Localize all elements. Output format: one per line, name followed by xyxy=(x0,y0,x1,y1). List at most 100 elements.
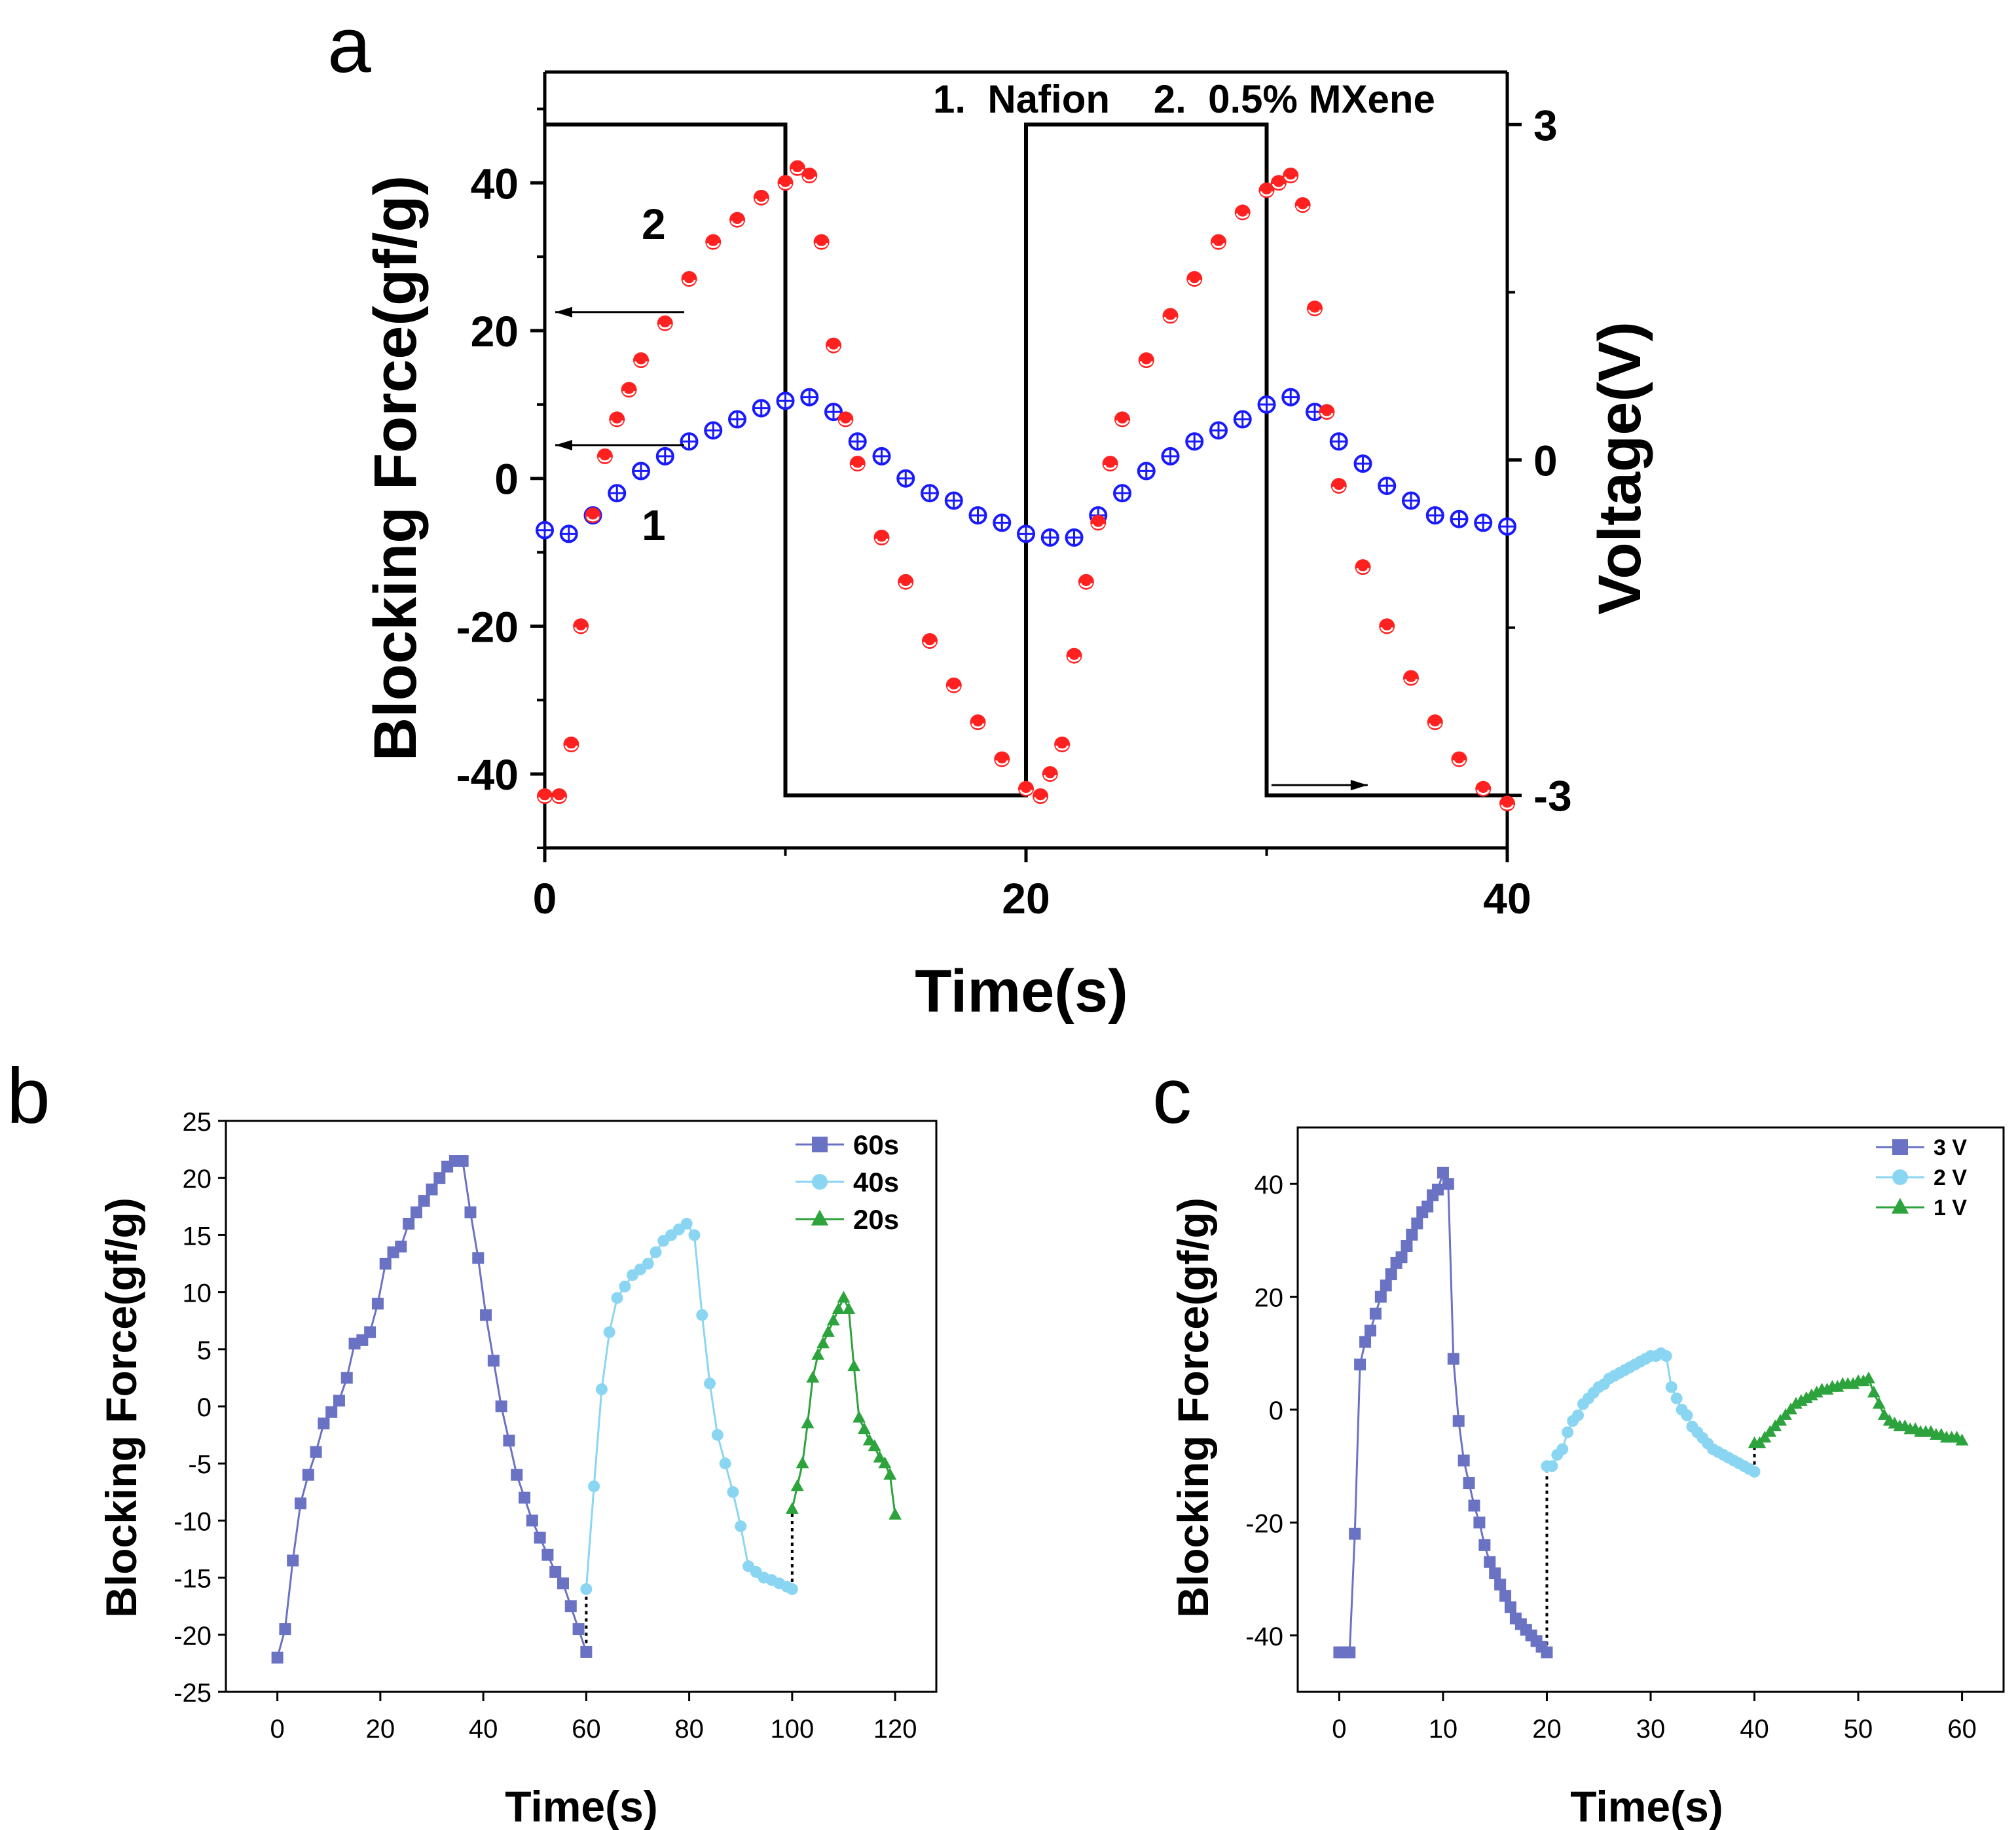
a-point xyxy=(559,524,578,543)
a-point-cross xyxy=(1330,433,1347,450)
a-ytick-label: 20 xyxy=(471,307,519,356)
a-point-cross xyxy=(1138,463,1154,479)
c-point xyxy=(1421,1200,1434,1213)
a-point-cross xyxy=(560,526,577,542)
b-point xyxy=(595,1383,608,1395)
b-point xyxy=(279,1623,291,1636)
c-point xyxy=(1411,1217,1423,1230)
a-point-highlight xyxy=(1067,657,1081,662)
a-point xyxy=(657,315,673,331)
a-point xyxy=(837,411,854,428)
a-point-highlight xyxy=(1164,316,1177,322)
b-point xyxy=(858,1422,871,1435)
b-ytick-label: -20 xyxy=(174,1622,211,1651)
b-legend-label: 20s xyxy=(853,1204,899,1235)
a-point-highlight xyxy=(754,198,768,204)
b-point xyxy=(534,1531,546,1544)
a-point-cross xyxy=(801,389,818,405)
b-point xyxy=(873,1450,887,1463)
b-point xyxy=(603,1326,615,1338)
a-arrow-voltage xyxy=(1271,780,1368,791)
a-point xyxy=(1137,462,1156,481)
a-point xyxy=(1017,524,1035,543)
a-point xyxy=(1138,352,1154,369)
b-point xyxy=(318,1418,330,1430)
b-point xyxy=(878,1456,892,1469)
a-point-cross xyxy=(922,485,938,502)
b-point xyxy=(796,1456,809,1469)
a-point xyxy=(1355,559,1371,576)
b-xtick-label: 20 xyxy=(366,1715,395,1744)
a-point xyxy=(753,189,769,206)
a-plot-area: -40 -20 0 20 40 0 20 40 -3 0 3 xyxy=(456,70,1572,923)
a-point xyxy=(1018,780,1034,797)
b-point xyxy=(464,1206,477,1218)
a-point-highlight xyxy=(803,176,816,182)
a-point-highlight xyxy=(779,183,792,189)
a-curve-label-2: 2 xyxy=(642,200,666,248)
c-xtick-label: 60 xyxy=(1947,1715,1977,1744)
b-point xyxy=(295,1497,307,1510)
a-point-highlight xyxy=(1296,206,1310,211)
a-point xyxy=(1066,648,1082,664)
a-point xyxy=(1162,308,1179,324)
b-point xyxy=(333,1395,345,1407)
a-point xyxy=(1090,515,1107,531)
a-point xyxy=(824,403,843,422)
a-point-highlight xyxy=(995,760,1009,765)
c-ytick-label: 0 xyxy=(1269,1397,1283,1425)
a-point-cross xyxy=(1018,526,1034,542)
a-point-cross xyxy=(994,515,1010,531)
b-point xyxy=(680,1217,693,1230)
c-point xyxy=(1432,1183,1444,1196)
c-legend-marker xyxy=(1891,1198,1909,1214)
c-point xyxy=(1359,1336,1372,1348)
a-legend-text: 1. Nafion 2. 0.5% MXene xyxy=(933,77,1435,121)
b-point xyxy=(572,1623,585,1636)
c-point xyxy=(1395,1251,1408,1264)
b-point xyxy=(588,1480,600,1493)
c-point xyxy=(1546,1460,1558,1473)
b-point xyxy=(790,1479,804,1491)
a-point-highlight xyxy=(658,324,672,329)
c-point xyxy=(1681,1409,1693,1421)
a-point xyxy=(632,462,650,481)
a-point-cross xyxy=(1427,507,1443,524)
c-legend-marker xyxy=(1892,1139,1908,1155)
c-ytick-label: 40 xyxy=(1255,1171,1284,1199)
c-series-line xyxy=(1339,1169,1548,1654)
c-point xyxy=(1401,1240,1413,1253)
a-point-highlight xyxy=(1043,775,1057,780)
c-point xyxy=(1955,1433,1969,1446)
b-series-line xyxy=(585,1222,793,1590)
a-point-highlight xyxy=(1428,723,1442,729)
a-point xyxy=(921,484,939,503)
a-point-cross xyxy=(537,522,553,538)
a-y2-axis-title: Voltage(V) xyxy=(1586,321,1653,615)
c-point xyxy=(1369,1308,1382,1320)
a-point-highlight xyxy=(923,642,936,648)
a-point xyxy=(813,234,830,250)
a-point xyxy=(872,447,891,466)
b-point xyxy=(511,1469,523,1481)
a-point xyxy=(1294,197,1311,213)
c-point xyxy=(1442,1178,1454,1190)
b-point xyxy=(526,1514,538,1527)
a-point xyxy=(537,788,553,804)
c-series-1 xyxy=(1541,1347,1761,1478)
a-point-highlight xyxy=(1284,176,1298,182)
a-point xyxy=(896,469,915,488)
b-point xyxy=(557,1577,569,1590)
a-point xyxy=(945,677,962,693)
c-point xyxy=(1494,1579,1507,1591)
b-legend-label: 60s xyxy=(853,1129,899,1160)
b-xtick-label: 100 xyxy=(770,1715,814,1744)
a-point-cross xyxy=(609,485,625,502)
b-point xyxy=(487,1355,500,1367)
a-point xyxy=(1102,456,1118,472)
a-point-highlight xyxy=(1034,797,1047,803)
c-legend-label: 1 V xyxy=(1934,1196,1967,1220)
b-point xyxy=(426,1183,438,1196)
b-point xyxy=(642,1258,654,1270)
b-point xyxy=(786,1583,798,1596)
